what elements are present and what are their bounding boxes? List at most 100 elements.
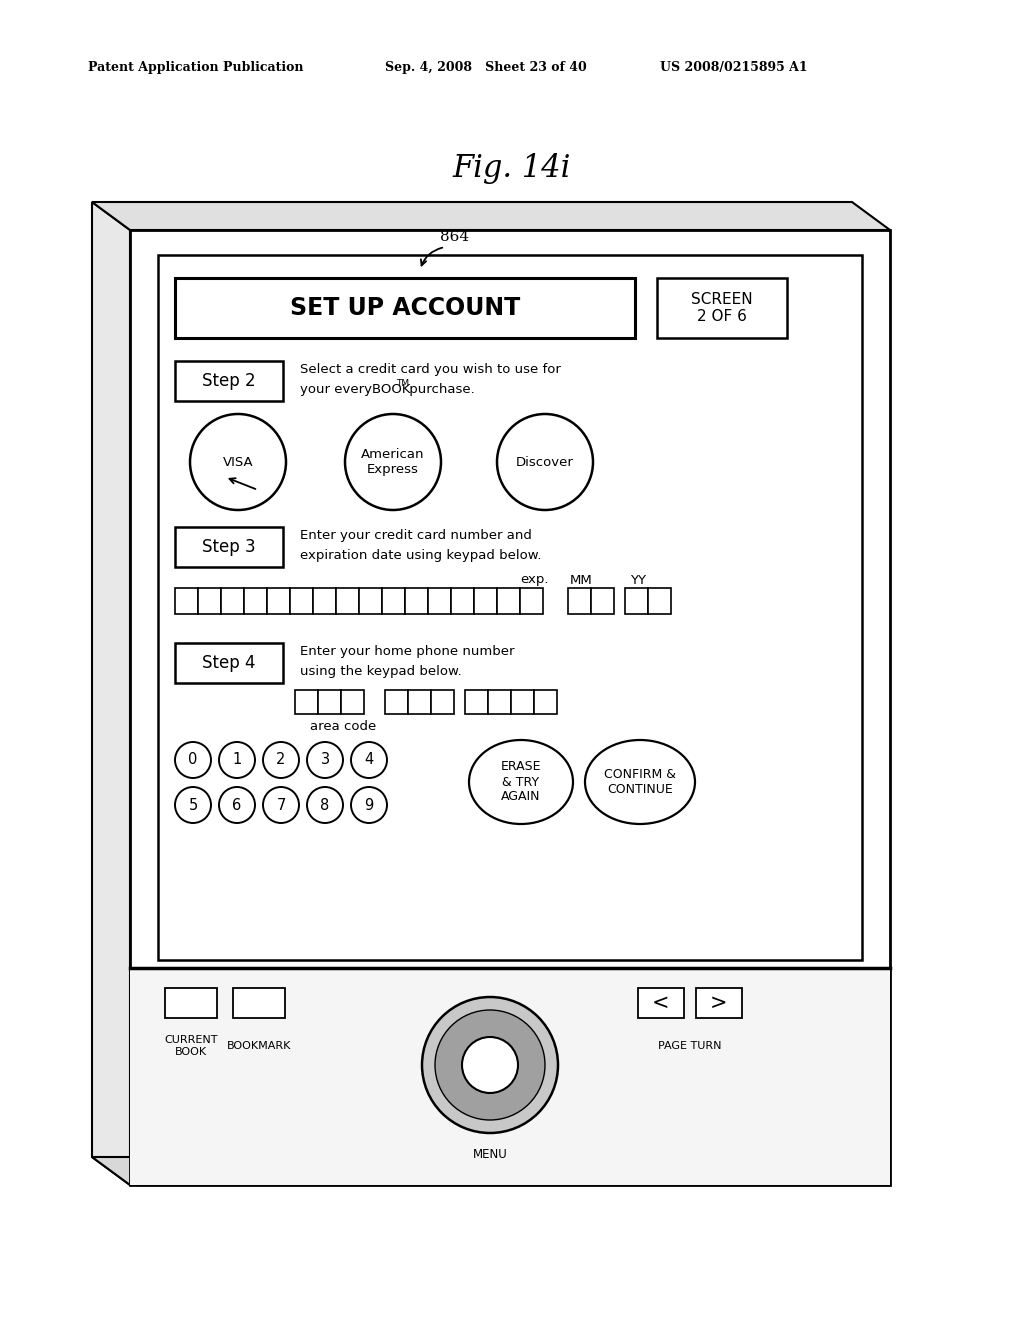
- Text: Sep. 4, 2008   Sheet 23 of 40: Sep. 4, 2008 Sheet 23 of 40: [385, 62, 587, 74]
- FancyBboxPatch shape: [591, 587, 614, 614]
- Text: 6: 6: [232, 797, 242, 813]
- FancyBboxPatch shape: [267, 587, 290, 614]
- FancyBboxPatch shape: [625, 587, 648, 614]
- Text: area code: area code: [310, 719, 376, 733]
- FancyBboxPatch shape: [290, 587, 313, 614]
- Circle shape: [307, 787, 343, 822]
- FancyBboxPatch shape: [428, 587, 451, 614]
- Circle shape: [422, 997, 558, 1133]
- Text: 4: 4: [365, 752, 374, 767]
- Text: purchase.: purchase.: [406, 384, 475, 396]
- FancyBboxPatch shape: [385, 690, 408, 714]
- Text: >: >: [711, 993, 728, 1012]
- Text: exp.: exp.: [520, 573, 549, 586]
- FancyBboxPatch shape: [431, 690, 454, 714]
- FancyBboxPatch shape: [648, 587, 671, 614]
- Text: SCREEN
2 OF 6: SCREEN 2 OF 6: [691, 292, 753, 325]
- Text: 5: 5: [188, 797, 198, 813]
- Text: using the keypad below.: using the keypad below.: [300, 664, 462, 677]
- FancyBboxPatch shape: [130, 968, 890, 1185]
- Text: YY: YY: [630, 573, 646, 586]
- Circle shape: [219, 742, 255, 777]
- Circle shape: [345, 414, 441, 510]
- Text: 1: 1: [232, 752, 242, 767]
- Circle shape: [462, 1038, 518, 1093]
- FancyBboxPatch shape: [451, 587, 474, 614]
- Text: Patent Application Publication: Patent Application Publication: [88, 62, 303, 74]
- Circle shape: [175, 787, 211, 822]
- Circle shape: [307, 742, 343, 777]
- Text: 9: 9: [365, 797, 374, 813]
- FancyBboxPatch shape: [165, 987, 217, 1018]
- FancyBboxPatch shape: [359, 587, 382, 614]
- Text: ERASE
& TRY
AGAIN: ERASE & TRY AGAIN: [501, 760, 542, 804]
- Text: TM: TM: [396, 379, 410, 388]
- FancyBboxPatch shape: [198, 587, 221, 614]
- Text: 3: 3: [321, 752, 330, 767]
- Text: 8: 8: [321, 797, 330, 813]
- Text: Step 2: Step 2: [202, 372, 256, 389]
- Circle shape: [263, 787, 299, 822]
- Text: Enter your credit card number and: Enter your credit card number and: [300, 529, 531, 543]
- FancyBboxPatch shape: [233, 987, 285, 1018]
- FancyBboxPatch shape: [406, 587, 428, 614]
- FancyBboxPatch shape: [318, 690, 341, 714]
- Text: PAGE TURN: PAGE TURN: [658, 1041, 722, 1051]
- Text: 864: 864: [440, 230, 470, 244]
- Text: your everyBOOK: your everyBOOK: [300, 384, 411, 396]
- Polygon shape: [92, 1158, 890, 1185]
- Text: Discover: Discover: [516, 455, 573, 469]
- FancyBboxPatch shape: [568, 587, 591, 614]
- Circle shape: [263, 742, 299, 777]
- Ellipse shape: [585, 741, 695, 824]
- FancyBboxPatch shape: [657, 279, 787, 338]
- FancyBboxPatch shape: [511, 690, 534, 714]
- Text: Enter your home phone number: Enter your home phone number: [300, 645, 514, 659]
- Circle shape: [497, 414, 593, 510]
- FancyBboxPatch shape: [534, 690, 557, 714]
- Text: 7: 7: [276, 797, 286, 813]
- Text: BOOKMARK: BOOKMARK: [226, 1041, 291, 1051]
- Text: 2: 2: [276, 752, 286, 767]
- Circle shape: [351, 742, 387, 777]
- Text: 0: 0: [188, 752, 198, 767]
- FancyBboxPatch shape: [408, 690, 431, 714]
- FancyBboxPatch shape: [175, 360, 283, 401]
- FancyBboxPatch shape: [474, 587, 497, 614]
- Polygon shape: [92, 202, 130, 1185]
- Text: VISA: VISA: [222, 455, 253, 469]
- FancyBboxPatch shape: [158, 255, 862, 960]
- Text: CURRENT
BOOK: CURRENT BOOK: [164, 1035, 218, 1057]
- Text: Step 3: Step 3: [202, 539, 256, 556]
- FancyBboxPatch shape: [175, 279, 635, 338]
- Text: CONFIRM &
CONTINUE: CONFIRM & CONTINUE: [604, 768, 676, 796]
- Circle shape: [351, 787, 387, 822]
- FancyBboxPatch shape: [175, 643, 283, 682]
- Circle shape: [175, 742, 211, 777]
- FancyBboxPatch shape: [336, 587, 359, 614]
- Polygon shape: [92, 202, 890, 230]
- FancyBboxPatch shape: [638, 987, 684, 1018]
- Text: American
Express: American Express: [361, 447, 425, 477]
- FancyBboxPatch shape: [497, 587, 520, 614]
- FancyBboxPatch shape: [221, 587, 244, 614]
- FancyBboxPatch shape: [488, 690, 511, 714]
- Ellipse shape: [469, 741, 573, 824]
- Circle shape: [190, 414, 286, 510]
- FancyBboxPatch shape: [175, 527, 283, 568]
- Text: SET UP ACCOUNT: SET UP ACCOUNT: [290, 296, 520, 319]
- FancyBboxPatch shape: [382, 587, 406, 614]
- Text: Step 4: Step 4: [203, 653, 256, 672]
- FancyBboxPatch shape: [175, 587, 198, 614]
- FancyBboxPatch shape: [244, 587, 267, 614]
- Text: MM: MM: [569, 573, 592, 586]
- Text: <: <: [652, 993, 670, 1012]
- FancyBboxPatch shape: [341, 690, 364, 714]
- Text: US 2008/0215895 A1: US 2008/0215895 A1: [660, 62, 808, 74]
- Text: MENU: MENU: [473, 1148, 507, 1162]
- FancyBboxPatch shape: [295, 690, 318, 714]
- FancyBboxPatch shape: [130, 230, 890, 1185]
- FancyBboxPatch shape: [696, 987, 742, 1018]
- Text: Fig. 14i: Fig. 14i: [453, 153, 571, 183]
- FancyBboxPatch shape: [465, 690, 488, 714]
